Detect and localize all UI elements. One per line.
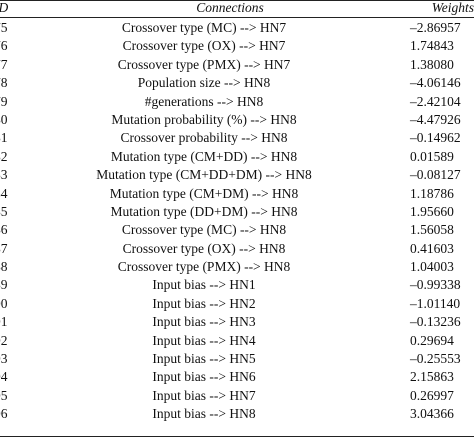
cell-id: 93 [0,351,8,367]
cell-weight: –4.47926 [410,111,461,127]
cell-id: 90 [0,295,8,311]
cell-connection: Input bias --> HN3 [152,314,256,330]
cell-connection: Mutation probability (%) --> HN8 [111,111,297,127]
cell-connection: Input bias --> HN5 [152,351,256,367]
table-row: 87 Crossover type (OX) --> HN8 0.41603 [0,240,474,258]
cell-weight: –2.42104 [410,93,461,109]
cell-connection: Input bias --> HN8 [152,406,256,422]
cell-weight: 0.26997 [410,387,454,403]
header-rule [0,17,474,18]
cell-weight: 0.41603 [410,240,454,256]
cell-connection: Crossover type (OX) --> HN7 [122,38,286,54]
cell-weight: 1.04003 [410,259,454,275]
cell-weight: –4.06146 [410,75,461,91]
header-connections: Connections [196,0,264,15]
header-id: ID [0,0,8,17]
table-row: 79 #generations --> HN8 –2.42104 [0,93,474,111]
cell-weight: 1.56058 [410,222,454,238]
cell-id: 89 [0,277,8,293]
cell-id: 94 [0,369,8,385]
table-row: 94 Input bias --> HN6 2.15863 [0,368,474,386]
table-row: 76 Crossover type (OX) --> HN7 1.74843 [0,37,474,55]
cell-weight: 0.01589 [410,148,454,164]
header-weights: Weights [431,0,474,15]
cell-id: 91 [0,314,8,330]
cell-connection: Crossover type (PMX) --> HN8 [117,259,291,275]
cell-id: 79 [0,93,8,109]
table-row: 81 Crossover probability --> HN8 –0.14962 [0,129,474,147]
table-row: 78 Population size --> HN8 –4.06146 [0,74,474,92]
table-row: 83 Mutation type (CM+DD+DM) --> HN8 –0.081… [0,166,474,184]
cell-weight: –1.01140 [410,295,461,311]
cell-connection: Crossover type (OX) --> HN8 [122,240,286,256]
cell-id: 87 [0,240,8,256]
cell-id: 86 [0,222,8,238]
table-row: 85 Mutation type (DD+DM) --> HN8 1.95660 [0,203,474,221]
cell-weight: 1.95660 [410,203,454,219]
table-body: 75 Crossover type (MC) --> HN7 –2.86957 76 C… [0,19,474,424]
cell-id: 84 [0,185,8,201]
table-row: 86 Crossover type (MC) --> HN8 1.56058 [0,221,474,239]
cell-id: 81 [0,130,8,146]
cell-id: 80 [0,111,8,127]
cell-id: 75 [0,20,8,35]
cell-connection: Mutation type (CM+DM) --> HN8 [109,185,299,201]
cell-id: 83 [0,167,8,183]
cell-connection: Crossover type (MC) --> HN8 [121,222,287,238]
cell-id: 85 [0,203,8,219]
table-row: 93 Input bias --> HN5 –0.25553 [0,350,474,368]
cell-connection: Crossover type (MC) --> HN7 [121,20,287,35]
table-row: 96 Input bias --> HN8 3.04366 [0,405,474,423]
cell-id: 95 [0,387,8,403]
cell-connection: Mutation type (CM+DD) --> HN8 [110,148,298,164]
cell-weight: –0.08127 [410,167,461,183]
table-row: 88 Crossover type (PMX) --> HN8 1.04003 [0,258,474,276]
table-row: 92 Input bias --> HN4 0.29694 [0,332,474,350]
cell-connection: Input bias --> HN2 [152,295,256,311]
cell-id: 78 [0,75,8,91]
cell-connection: Input bias --> HN6 [152,369,256,385]
cell-id: 77 [0,56,8,72]
cell-weight: 0.29694 [410,332,454,348]
cell-weight: –0.13236 [410,314,461,330]
cell-weight: 1.38080 [410,56,454,72]
cell-weight: –0.25553 [410,351,461,367]
cell-id: 92 [0,332,8,348]
cell-connection: #generations --> HN8 [144,93,264,109]
cell-connection: Input bias --> HN1 [152,277,256,293]
cell-weight: 1.18786 [410,185,454,201]
cell-weight: 2.15863 [410,369,454,385]
table-row: 75 Crossover type (MC) --> HN7 –2.86957 [0,19,474,37]
cell-weight: 1.74843 [410,38,454,54]
cell-weight: –0.14962 [410,130,461,146]
cell-connection: Mutation type (CM+DD+DM) --> HN8 [96,167,312,183]
cell-id: 96 [0,406,8,422]
table-row: 89 Input bias --> HN1 –0.99338 [0,276,474,294]
table-row: 91 Input bias --> HN3 –0.13236 [0,313,474,331]
cell-connection: Crossover probability --> HN8 [120,130,288,146]
table-row: 95 Input bias --> HN7 0.26997 [0,387,474,405]
cell-id: 76 [0,38,8,54]
cell-weight: –0.99338 [410,277,461,293]
table-row: 90 Input bias --> HN2 –1.01140 [0,295,474,313]
cell-connection: Mutation type (DD+DM) --> HN8 [110,203,298,219]
table-row: 80 Mutation probability (%) --> HN8 –4.479… [0,111,474,129]
cell-weight: –2.86957 [410,20,461,35]
table-row: 77 Crossover type (PMX) --> HN7 1.38080 [0,56,474,74]
table-row: 82 Mutation type (CM+DD) --> HN8 0.01589 [0,148,474,166]
cell-connection: Crossover type (PMX) --> HN7 [117,56,291,72]
cell-connection: Input bias --> HN7 [152,387,256,403]
cell-id: 82 [0,148,8,164]
cell-connection: Input bias --> HN4 [152,332,256,348]
cell-weight: 3.04366 [410,406,454,422]
table-row: 84 Mutation type (CM+DM) --> HN8 1.18786 [0,185,474,203]
cell-id: 88 [0,259,8,275]
table-top-rule [0,0,474,1]
cell-connection: Population size --> HN8 [137,75,271,91]
